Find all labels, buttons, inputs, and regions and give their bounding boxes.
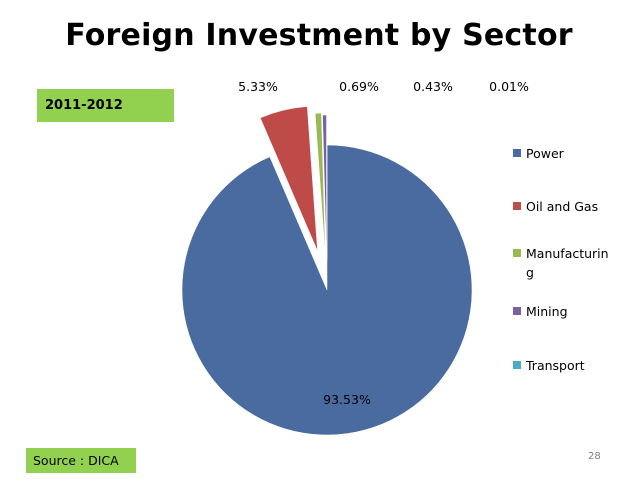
pie-slice-oil-and-gas bbox=[259, 106, 318, 252]
year-label: 2011-2012 bbox=[37, 89, 174, 122]
data-label-power: 93.53% bbox=[323, 392, 371, 407]
page-number: 28 bbox=[588, 451, 601, 462]
legend-label: Transport bbox=[525, 358, 585, 373]
data-label-transport: 0.01% bbox=[489, 79, 529, 94]
legend-swatch bbox=[513, 202, 521, 210]
legend-item-oil-and-gas: Oil and Gas bbox=[513, 199, 598, 214]
legend-label: Mining bbox=[526, 304, 568, 319]
pie-slice-mining bbox=[322, 114, 327, 261]
legend-item-transport: Transport bbox=[513, 358, 585, 373]
legend-label: Power bbox=[526, 146, 565, 161]
legend-swatch bbox=[513, 307, 521, 315]
data-label-oil-and-gas: 5.33% bbox=[238, 79, 278, 94]
legend-label: Manufacturin g bbox=[526, 246, 609, 280]
legend-swatch bbox=[513, 249, 521, 257]
legend-swatch bbox=[513, 149, 521, 157]
data-label-manufacturing: 0.69% bbox=[339, 79, 379, 94]
legend-item-mining: Mining bbox=[513, 304, 568, 319]
legend-item-manufacturing: Manufacturin g bbox=[513, 246, 609, 280]
legend-swatch bbox=[513, 361, 521, 369]
source-label: Source : DICA bbox=[26, 448, 136, 473]
pie-slice-power bbox=[181, 144, 473, 436]
data-label-mining: 0.43% bbox=[413, 79, 453, 94]
legend-label: Oil and Gas bbox=[526, 199, 598, 214]
legend-item-power: Power bbox=[513, 146, 565, 161]
pie-slice-manufacturing bbox=[314, 112, 326, 259]
slide-title: Foreign Investment by Sector bbox=[65, 18, 573, 53]
